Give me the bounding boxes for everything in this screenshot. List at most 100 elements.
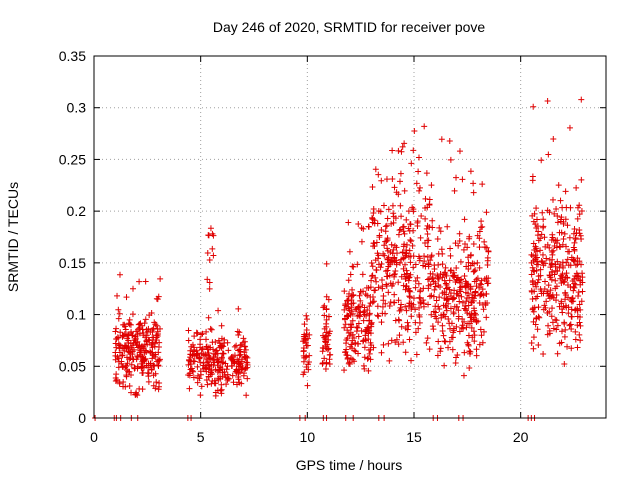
- data-point: [432, 313, 439, 320]
- data-point: [539, 251, 546, 258]
- data-point: [534, 248, 541, 255]
- y-tick-label: 0.05: [59, 358, 86, 374]
- data-point: [410, 147, 417, 154]
- data-point: [532, 321, 539, 328]
- data-point: [393, 244, 400, 251]
- data-point: [412, 306, 419, 313]
- data-point: [537, 247, 544, 254]
- plot-frame: [93, 55, 607, 419]
- data-point: [238, 341, 245, 348]
- data-point: [378, 261, 385, 268]
- chart-title: Day 246 of 2020, SRMTID for receiver pov…: [213, 19, 486, 35]
- data-point: [450, 273, 457, 280]
- data-point: [465, 342, 472, 349]
- data-point: [193, 347, 200, 354]
- data-point: [426, 346, 433, 353]
- data-point: [529, 279, 536, 286]
- data-point: [153, 358, 160, 365]
- data-point: [410, 206, 417, 213]
- data-point: [378, 319, 385, 326]
- data-point: [221, 339, 228, 346]
- data-point: [416, 187, 423, 194]
- data-point: [408, 357, 415, 364]
- data-point: [447, 156, 454, 163]
- data-point: [447, 245, 454, 252]
- data-point: [406, 300, 413, 307]
- data-point: [450, 325, 457, 332]
- data-point: [365, 223, 372, 230]
- data-point: [357, 297, 364, 304]
- data-point: [205, 350, 212, 357]
- data-point: [554, 213, 561, 220]
- data-point: [480, 306, 487, 313]
- data-point: [455, 307, 462, 314]
- data-point: [390, 210, 397, 217]
- data-point: [401, 140, 408, 147]
- data-point: [574, 344, 581, 351]
- data-point: [306, 352, 313, 359]
- data-point: [424, 237, 431, 244]
- data-point: [570, 230, 577, 237]
- data-point: [128, 328, 135, 335]
- data-point: [435, 319, 442, 326]
- data-point: [424, 276, 431, 283]
- data-point: [562, 326, 569, 333]
- data-point: [206, 355, 213, 362]
- data-point: [212, 338, 219, 345]
- data-point: [446, 138, 453, 145]
- data-point: [303, 316, 310, 323]
- data-point: [413, 180, 420, 187]
- data-point: [478, 224, 485, 231]
- data-point: [443, 307, 450, 314]
- data-point: [302, 335, 309, 342]
- data-point: [554, 219, 561, 226]
- data-point: [354, 324, 361, 331]
- data-point: [225, 375, 232, 382]
- data-point: [577, 337, 584, 344]
- data-point: [323, 329, 330, 336]
- data-point: [578, 208, 585, 215]
- data-point: [210, 354, 217, 361]
- data-point: [532, 221, 539, 228]
- data-point: [123, 344, 130, 351]
- data-point: [157, 325, 164, 332]
- data-point: [122, 326, 129, 333]
- data-point: [442, 302, 449, 309]
- data-point: [388, 241, 395, 248]
- data-point: [370, 240, 377, 247]
- data-point: [391, 273, 398, 280]
- data-point: [152, 385, 159, 392]
- data-point: [368, 273, 375, 280]
- data-point: [204, 381, 211, 388]
- data-point: [455, 315, 462, 322]
- data-point: [115, 306, 122, 313]
- data-point: [197, 392, 204, 399]
- data-point: [391, 184, 398, 191]
- data-point: [425, 285, 432, 292]
- data-point: [185, 327, 192, 334]
- data-point: [380, 202, 387, 209]
- data-point: [468, 310, 475, 317]
- data-point: [134, 344, 141, 351]
- data-point: [441, 289, 448, 296]
- data-point: [386, 357, 393, 364]
- data-point: [384, 245, 391, 252]
- data-point: [191, 333, 198, 340]
- data-point: [479, 286, 486, 293]
- data-point: [143, 332, 150, 339]
- data-point: [474, 318, 481, 325]
- data-point: [134, 326, 141, 333]
- data-point: [203, 364, 210, 371]
- data-point: [473, 346, 480, 353]
- data-point: [382, 300, 389, 307]
- data-point: [186, 385, 193, 392]
- data-point: [424, 231, 431, 238]
- data-point: [406, 287, 413, 294]
- data-point: [194, 330, 201, 337]
- data-point: [454, 351, 461, 358]
- data-point: [460, 325, 467, 332]
- data-point: [410, 295, 417, 302]
- data-point: [456, 277, 463, 284]
- data-point: [456, 328, 463, 335]
